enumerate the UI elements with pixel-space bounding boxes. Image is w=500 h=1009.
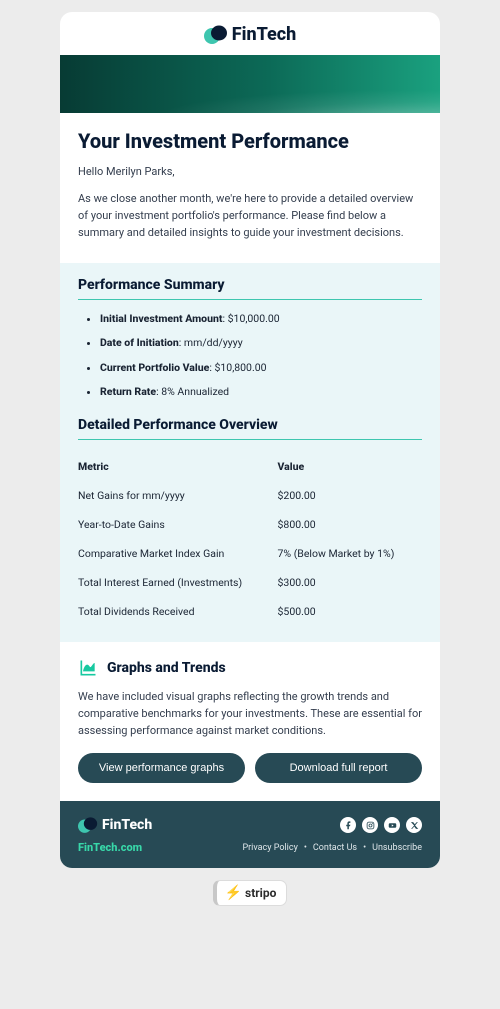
- header-logo: FinTech: [60, 12, 440, 55]
- youtube-icon[interactable]: [384, 817, 400, 833]
- summary-item: Initial Investment Amount: $10,000.00: [100, 312, 422, 326]
- button-row: View performance graphs Download full re…: [78, 753, 422, 783]
- summary-item: Current Portfolio Value: $10,800.00: [100, 361, 422, 375]
- table-row: Total Dividends Received $500.00: [78, 597, 422, 626]
- intro-body: As we close another month, we're here to…: [78, 190, 422, 241]
- footer-logo: FinTech: [78, 817, 152, 833]
- stripo-icon: ⚡: [225, 886, 242, 900]
- detail-heading: Detailed Performance Overview: [78, 417, 422, 440]
- table-row: Year-to-Date Gains $800.00: [78, 510, 422, 539]
- summary-heading: Performance Summary: [78, 277, 422, 300]
- footer-logo-text: FinTech: [102, 817, 152, 833]
- graphs-section: Graphs and Trends We have included visua…: [60, 642, 440, 801]
- graphs-body: We have included visual graphs reflectin…: [78, 688, 422, 739]
- view-graphs-button[interactable]: View performance graphs: [78, 753, 245, 783]
- col-value: Value: [278, 460, 422, 473]
- email-card: FinTech Your Investment Performance Hell…: [60, 12, 440, 868]
- summary-list: Initial Investment Amount: $10,000.00 Da…: [78, 312, 422, 399]
- privacy-link[interactable]: Privacy Policy: [242, 843, 297, 853]
- page-title: Your Investment Performance: [78, 129, 422, 153]
- table-header: Metric Value: [78, 452, 422, 481]
- logo-icon: [204, 25, 228, 45]
- x-icon[interactable]: [406, 817, 422, 833]
- footer-bottom: FinTech.com Privacy Policy • Contact Us …: [78, 841, 422, 854]
- greeting: Hello Merilyn Parks,: [78, 163, 422, 180]
- hero-banner: [60, 55, 440, 113]
- table-row: Comparative Market Index Gain 7% (Below …: [78, 539, 422, 568]
- summary-item: Date of Initiation: mm/dd/yyyy: [100, 336, 422, 350]
- intro-section: Your Investment Performance Hello Merily…: [60, 113, 440, 257]
- stripo-label: stripo: [245, 886, 276, 900]
- detail-table: Metric Value Net Gains for mm/yyyy $200.…: [78, 452, 422, 626]
- logo-icon: [78, 817, 98, 833]
- graphs-heading: Graphs and Trends: [107, 660, 226, 676]
- performance-block: Performance Summary Initial Investment A…: [60, 263, 440, 642]
- area-chart-icon: [78, 658, 98, 678]
- facebook-icon[interactable]: [340, 817, 356, 833]
- footer-links: Privacy Policy • Contact Us • Unsubscrib…: [242, 843, 422, 853]
- table-row: Total Interest Earned (Investments) $300…: [78, 568, 422, 597]
- footer-top: FinTech: [78, 817, 422, 833]
- contact-link[interactable]: Contact Us: [313, 843, 357, 853]
- stripo-badge-wrap: ⚡ stripo: [213, 880, 288, 906]
- graphs-header: Graphs and Trends: [78, 658, 422, 678]
- footer-domain[interactable]: FinTech.com: [78, 841, 142, 854]
- logo-text: FinTech: [232, 24, 297, 45]
- download-report-button[interactable]: Download full report: [255, 753, 422, 783]
- table-row: Net Gains for mm/yyyy $200.00: [78, 481, 422, 510]
- social-icons: [340, 817, 422, 833]
- stripo-badge[interactable]: ⚡ stripo: [213, 880, 288, 906]
- unsubscribe-link[interactable]: Unsubscribe: [372, 843, 422, 853]
- col-metric: Metric: [78, 460, 278, 473]
- instagram-icon[interactable]: [362, 817, 378, 833]
- footer: FinTech FinTech.com Privacy Poli: [60, 801, 440, 868]
- summary-item: Return Rate: 8% Annualized: [100, 385, 422, 399]
